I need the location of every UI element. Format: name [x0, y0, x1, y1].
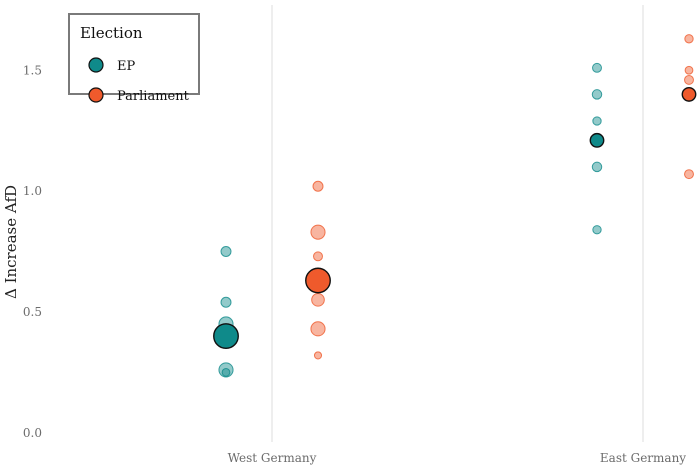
- point-ep: [220, 296, 232, 308]
- x-axis-ticks: West Germany East Germany: [228, 451, 687, 465]
- point-parliament: [310, 321, 326, 337]
- point-parliament: [313, 351, 323, 360]
- point-ep: [591, 161, 603, 173]
- point-parliament: [684, 34, 694, 44]
- point-parliament: [684, 169, 694, 180]
- gridlines: [271, 5, 644, 442]
- point-ep: [592, 116, 602, 126]
- summary-point-ep: [213, 323, 239, 350]
- y-tick-label: 0.5: [23, 305, 42, 319]
- x-tick-label: East Germany: [600, 451, 686, 465]
- data-points: [213, 34, 697, 378]
- point-ep: [220, 246, 232, 257]
- x-tick-label: West Germany: [228, 451, 317, 465]
- point-parliament: [684, 65, 694, 75]
- summary-point-ep: [589, 132, 605, 148]
- point-parliament: [311, 293, 325, 307]
- y-tick-label: 0.0: [23, 426, 42, 440]
- summary-point-parliament: [305, 267, 331, 294]
- legend: Election EP Parliament: [68, 13, 200, 104]
- point-parliament: [312, 180, 324, 192]
- y-axis-ticks: 0.0 0.5 1.0 1.5: [23, 63, 42, 440]
- point-ep: [592, 225, 602, 235]
- point-parliament: [313, 251, 323, 262]
- point-ep: [591, 89, 603, 100]
- y-axis-title: Δ Increase AfD: [2, 185, 20, 299]
- legend-label-ep: EP: [117, 59, 135, 74]
- y-tick-label: 1.5: [23, 63, 42, 77]
- point-parliament: [310, 224, 326, 240]
- legend-label-parliament: Parliament: [117, 89, 190, 104]
- point-ep: [221, 367, 231, 377]
- point-ep: [592, 62, 602, 73]
- legend-key-ep: [88, 57, 104, 73]
- y-tick-label: 1.0: [23, 184, 42, 198]
- legend-title: Election: [80, 24, 143, 42]
- legend-box: [68, 13, 200, 95]
- legend-key-parliament: [88, 87, 104, 103]
- summary-point-parliament: [681, 87, 697, 102]
- point-parliament: [684, 74, 694, 85]
